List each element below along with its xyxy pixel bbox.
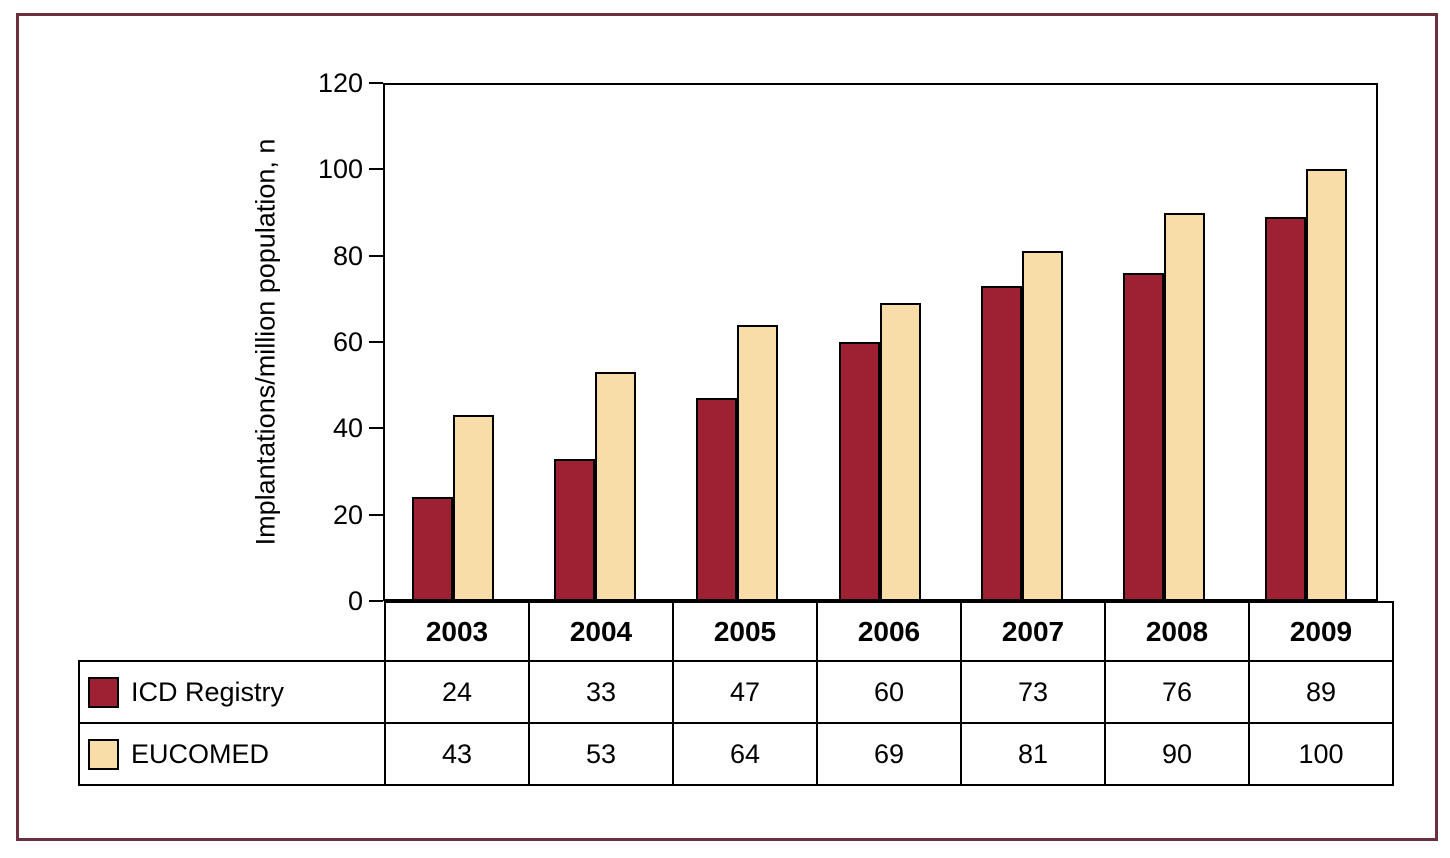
bar-icd-registry-2004 (554, 458, 596, 601)
bar-icd-registry-2003 (412, 497, 454, 601)
bar-eucomed-2007 (1021, 251, 1063, 601)
value-cell: 60 (816, 660, 962, 724)
value-cell: 53 (528, 722, 674, 786)
bar-eucomed-2006 (879, 303, 921, 601)
table-row: EUCOMED 43 53 64 69 81 90 100 (78, 722, 1394, 786)
y-axis-tick (369, 427, 383, 430)
bar-icd-registry-2009 (1264, 216, 1306, 601)
y-axis-tick-label: 0 (347, 586, 363, 616)
year-header-cell: 2006 (816, 601, 962, 662)
value-cell: 43 (384, 722, 530, 786)
y-axis-tick-label: 20 (332, 499, 363, 530)
value-cell: 64 (672, 722, 818, 786)
legend-label: ICD Registry (131, 676, 285, 707)
value-cell: 73 (960, 660, 1106, 724)
legend-swatch (88, 738, 119, 770)
data-table: 2003 2004 2005 2006 2007 2008 2009 ICD Registry… (78, 601, 1394, 786)
value-cell: 24 (384, 660, 530, 724)
bar-eucomed-2003 (453, 415, 495, 601)
legend-cell: EUCOMED (78, 722, 386, 786)
bar-eucomed-2004 (595, 372, 637, 601)
bar-icd-registry-2007 (980, 285, 1022, 601)
legend-cell: ICD Registry (78, 660, 386, 724)
bar-icd-registry-2008 (1122, 272, 1164, 601)
y-axis-tick-label: 60 (332, 327, 363, 357)
table-row: ICD Registry 24 33 47 60 73 76 89 (78, 660, 1394, 724)
table-spacer-cell (79, 602, 385, 661)
y-axis-tick (369, 254, 383, 257)
y-axis-tick-label: 100 (317, 154, 363, 185)
year-header-cell: 2008 (1104, 601, 1250, 662)
legend-entry: EUCOMED (80, 738, 384, 770)
year-header-cell: 2004 (528, 601, 674, 662)
year-header-cell: 2009 (1248, 601, 1394, 662)
bar-icd-registry-2006 (838, 342, 880, 601)
figure-border (16, 13, 1438, 841)
value-cell: 33 (528, 660, 674, 724)
year-header-cell: 2005 (672, 601, 818, 662)
y-axis-tick (369, 168, 383, 171)
value-cell: 100 (1248, 722, 1394, 786)
value-cell: 76 (1104, 660, 1250, 724)
value-cell: 69 (816, 722, 962, 786)
value-cell: 90 (1104, 722, 1250, 786)
bar-icd-registry-2005 (696, 398, 738, 601)
y-axis-tick (369, 600, 383, 602)
value-cell: 47 (672, 660, 818, 724)
year-header-cell: 2007 (960, 601, 1106, 662)
y-axis-tick-label: 40 (332, 413, 363, 444)
legend-swatch (88, 676, 119, 708)
bar-eucomed-2008 (1163, 212, 1205, 601)
year-header-cell: 2003 (384, 601, 530, 662)
value-cell: 89 (1248, 660, 1394, 724)
y-axis-tick (369, 82, 383, 84)
y-axis-tick-label: 80 (332, 240, 363, 271)
legend-label: EUCOMED (131, 738, 270, 769)
legend-entry: ICD Registry (80, 676, 384, 708)
year-header-row: 2003 2004 2005 2006 2007 2008 2009 (79, 601, 1394, 662)
y-axis-tick (369, 341, 383, 343)
y-axis-tick-label: 120 (317, 68, 363, 98)
value-cell: 81 (960, 722, 1106, 786)
bar-eucomed-2005 (737, 324, 779, 601)
y-axis-tick (369, 513, 383, 516)
plot-area (383, 83, 1378, 601)
